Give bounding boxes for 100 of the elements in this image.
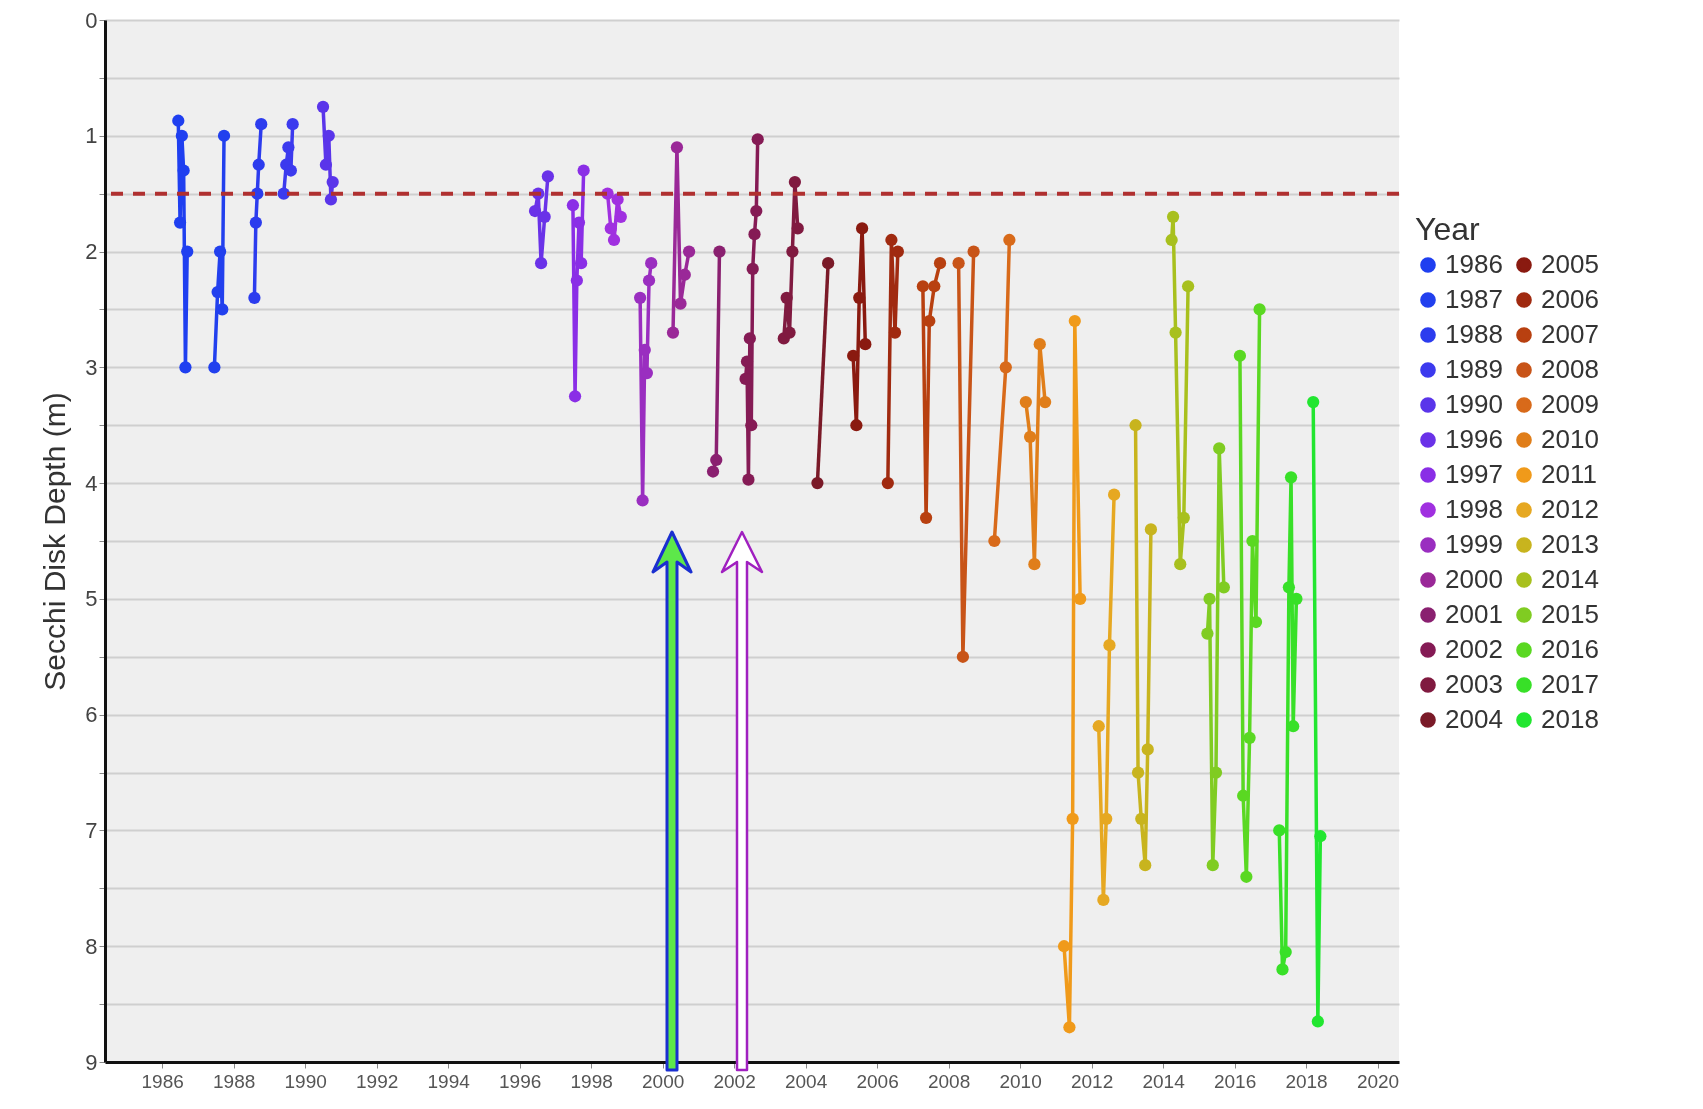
point <box>780 291 793 304</box>
point <box>324 193 338 206</box>
legend-label: 1999 <box>1445 529 1503 559</box>
point <box>638 343 651 357</box>
legend-label: 2005 <box>1541 249 1599 279</box>
point <box>1028 558 1041 571</box>
point <box>740 355 754 368</box>
point <box>956 650 970 663</box>
point <box>988 534 1001 548</box>
point <box>1139 859 1152 872</box>
x-tick-label: 2012 <box>1070 1070 1114 1092</box>
legend-label: 1996 <box>1445 424 1503 454</box>
x-tick-label: 2006 <box>856 1070 899 1092</box>
point <box>614 210 627 223</box>
point <box>1074 592 1087 605</box>
point <box>1038 395 1052 409</box>
point <box>706 465 720 478</box>
y-tick-label: 4 <box>85 470 98 496</box>
point <box>967 245 980 258</box>
legend-label: 2007 <box>1541 319 1599 349</box>
point <box>811 477 824 490</box>
point <box>1243 731 1256 744</box>
point <box>1144 523 1158 536</box>
point <box>999 361 1012 374</box>
legend-label: 1990 <box>1445 389 1503 419</box>
point <box>1129 419 1142 432</box>
point <box>1273 824 1286 837</box>
point <box>1311 1015 1324 1028</box>
point <box>919 511 933 524</box>
point <box>1233 349 1247 362</box>
legend-label: 2009 <box>1541 389 1599 419</box>
point <box>566 199 580 212</box>
point <box>1284 471 1298 484</box>
legend-label: 2018 <box>1541 704 1599 734</box>
point <box>1023 430 1037 443</box>
point <box>743 332 756 345</box>
point <box>179 361 192 374</box>
y-tick-label: 5 <box>85 586 98 612</box>
point <box>636 494 649 507</box>
legend-label: 1988 <box>1445 319 1503 349</box>
y-axis-title: Secchi Disk Depth (m) <box>38 392 72 691</box>
legend-label: 1989 <box>1445 354 1503 384</box>
point <box>528 204 542 218</box>
point <box>1131 766 1145 779</box>
point <box>674 297 687 310</box>
point <box>1253 303 1266 316</box>
legend-label: 2015 <box>1541 599 1599 629</box>
x-tick-label: 2010 <box>999 1070 1042 1092</box>
point <box>172 114 185 127</box>
point <box>748 228 761 241</box>
point <box>786 245 799 258</box>
point <box>847 349 860 362</box>
point <box>282 141 295 154</box>
point <box>923 314 936 328</box>
x-tick-label: 1986 <box>141 1070 184 1092</box>
point <box>1165 233 1178 247</box>
point <box>933 257 947 270</box>
point <box>1107 488 1121 501</box>
y-tick-label: 6 <box>85 702 98 728</box>
point <box>855 222 869 235</box>
point <box>1019 395 1032 409</box>
point <box>682 245 696 258</box>
point <box>177 164 190 177</box>
legend-label: 2010 <box>1541 424 1599 454</box>
x-tick-label: 2002 <box>713 1070 756 1092</box>
point <box>217 129 231 142</box>
legend-label: 2002 <box>1445 634 1503 664</box>
legend-title: Year <box>1415 211 1480 247</box>
point <box>1213 442 1226 455</box>
x-tick-label: 1990 <box>284 1070 327 1092</box>
point <box>570 274 583 287</box>
point <box>751 133 764 146</box>
point <box>286 118 299 131</box>
point <box>1181 280 1195 293</box>
y-tick-label: 1 <box>85 123 98 149</box>
point <box>1307 395 1320 409</box>
point <box>1103 639 1116 652</box>
y-tick-label: 2 <box>85 239 98 265</box>
point <box>575 257 588 270</box>
legend-label: 2017 <box>1541 669 1599 699</box>
point <box>319 158 333 171</box>
point <box>1003 233 1016 247</box>
point <box>1282 581 1296 594</box>
legend-label: 1997 <box>1445 459 1503 489</box>
legend-label: 2008 <box>1541 354 1599 384</box>
y-tick-label: 8 <box>85 933 98 959</box>
point <box>248 291 261 304</box>
point <box>881 477 894 490</box>
x-tick-label: 1992 <box>356 1070 399 1092</box>
point <box>678 268 691 281</box>
point <box>916 280 929 293</box>
point <box>1063 1021 1076 1034</box>
x-tick-label: 2014 <box>1142 1070 1186 1092</box>
point <box>255 118 268 131</box>
point <box>1141 743 1154 756</box>
point <box>173 216 187 229</box>
point <box>1279 945 1292 959</box>
point <box>604 222 617 235</box>
point <box>1314 830 1327 843</box>
y-tick-label: 3 <box>85 354 98 380</box>
